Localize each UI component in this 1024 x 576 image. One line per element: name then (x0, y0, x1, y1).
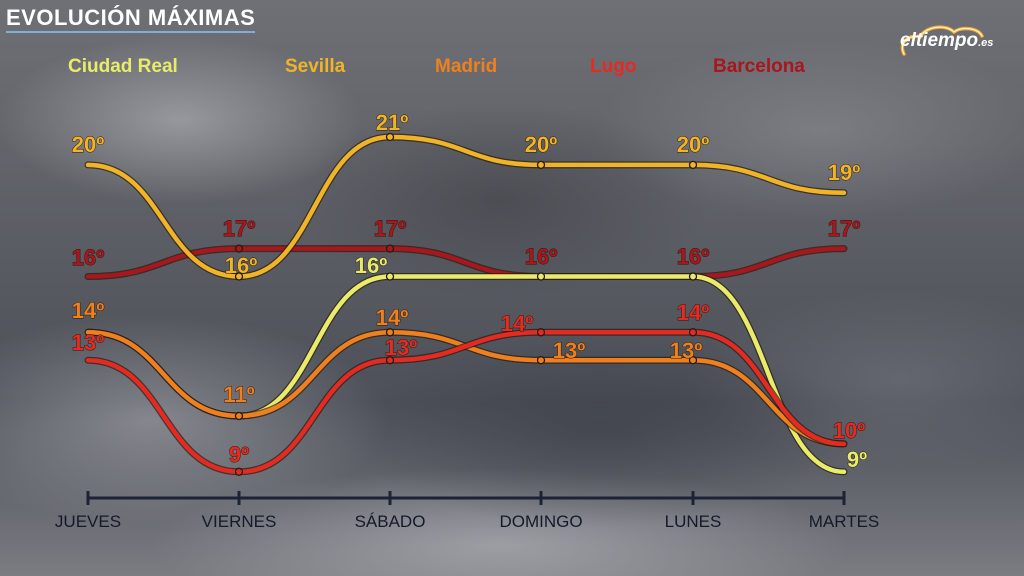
value-label: 13º (72, 330, 105, 355)
value-label: 11º (223, 382, 254, 407)
logo-suffix: .es (978, 37, 994, 49)
legend-item-lugo: Lugo (590, 56, 637, 77)
series-madrid (84, 328, 848, 448)
data-point (234, 244, 244, 253)
value-label: 16º (72, 245, 105, 270)
brand-logo: eltiempo.es (900, 30, 993, 52)
data-point (536, 272, 546, 281)
value-label: 17º (828, 216, 861, 241)
logo-text: eltiempo (900, 30, 979, 51)
value-label: 14º (501, 311, 534, 336)
value-label: 13º (670, 338, 703, 363)
series-sevilla (84, 132, 848, 281)
data-point (385, 356, 395, 365)
value-label: 17º (223, 216, 256, 241)
value-label: 20º (525, 132, 558, 157)
x-axis-label-jueves: JUEVES (54, 512, 122, 531)
value-label: 9º (847, 447, 867, 472)
value-label: 9º (229, 442, 249, 467)
x-axis-label-sábado: SÁBADO (354, 512, 426, 531)
data-point (234, 272, 244, 281)
value-label: 21º (376, 110, 409, 135)
data-point (688, 272, 698, 281)
value-label: 16º (677, 244, 710, 269)
legend-item-sevilla: Sevilla (285, 56, 346, 77)
data-point (536, 328, 546, 337)
data-point (385, 328, 395, 337)
legend-item-ciudad-real: Ciudad Real (68, 56, 178, 77)
series-lugo (84, 328, 848, 476)
value-label: 19º (828, 160, 861, 185)
value-label: 17º (374, 216, 407, 241)
value-label: 10º (833, 418, 866, 443)
x-axis-label-lunes: LUNES (664, 512, 722, 531)
legend-item-barcelona: Barcelona (713, 56, 805, 77)
value-label: 16º (225, 253, 258, 278)
value-label: 14º (677, 300, 710, 325)
x-axis-label-martes: MARTES (808, 512, 880, 531)
value-label: 13º (553, 338, 586, 363)
data-point (234, 411, 244, 421)
data-point (688, 160, 698, 170)
data-point (234, 467, 244, 476)
chart-title: EVOLUCIÓN MÁXIMAS (6, 6, 256, 33)
data-point (688, 328, 698, 337)
value-label: 13º (385, 335, 418, 360)
data-point (688, 356, 698, 365)
x-axis-label-viernes: VIERNES (201, 512, 277, 531)
value-label: 16º (355, 253, 388, 278)
x-axis-label-domingo: DOMINGO (499, 512, 583, 531)
data-point (536, 356, 546, 365)
value-label: 14º (376, 305, 409, 330)
cloud-logo-icon (900, 25, 984, 56)
data-point (385, 244, 395, 253)
legend-item-madrid: Madrid (435, 56, 498, 77)
data-point (385, 272, 395, 281)
value-label: 16º (525, 244, 558, 269)
value-label: 20º (72, 132, 105, 157)
value-label: 14º (72, 298, 105, 323)
data-point (385, 132, 395, 142)
data-point (536, 160, 546, 170)
value-label: 20º (677, 132, 710, 157)
